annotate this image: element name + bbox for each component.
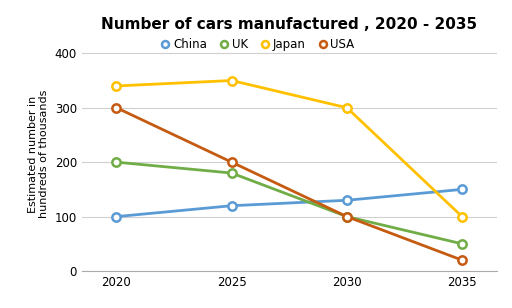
Line: USA: USA xyxy=(112,103,466,264)
USA xyxy=(113,106,119,110)
UK xyxy=(228,171,234,175)
Japan xyxy=(228,79,234,82)
USA xyxy=(459,258,465,262)
Line: Japan: Japan xyxy=(112,76,466,221)
Japan xyxy=(459,215,465,218)
Line: China: China xyxy=(112,185,466,221)
USA xyxy=(344,215,350,218)
Y-axis label: Estimated number in
hundreds of thousands: Estimated number in hundreds of thousand… xyxy=(28,90,49,218)
China xyxy=(344,198,350,202)
Japan xyxy=(344,106,350,110)
UK xyxy=(113,160,119,164)
Title: Number of cars manufactured , 2020 - 2035: Number of cars manufactured , 2020 - 203… xyxy=(101,17,477,32)
China xyxy=(228,204,234,208)
China xyxy=(113,215,119,218)
UK xyxy=(459,242,465,246)
Legend: China, UK, Japan, USA: China, UK, Japan, USA xyxy=(162,38,354,51)
Line: UK: UK xyxy=(112,158,466,248)
USA xyxy=(228,160,234,164)
China xyxy=(459,188,465,191)
Japan xyxy=(113,84,119,88)
UK xyxy=(344,215,350,218)
